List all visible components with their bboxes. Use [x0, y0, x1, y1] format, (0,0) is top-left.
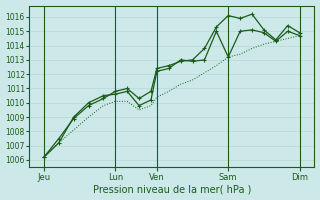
X-axis label: Pression niveau de la mer( hPa ): Pression niveau de la mer( hPa ) [92, 184, 251, 194]
